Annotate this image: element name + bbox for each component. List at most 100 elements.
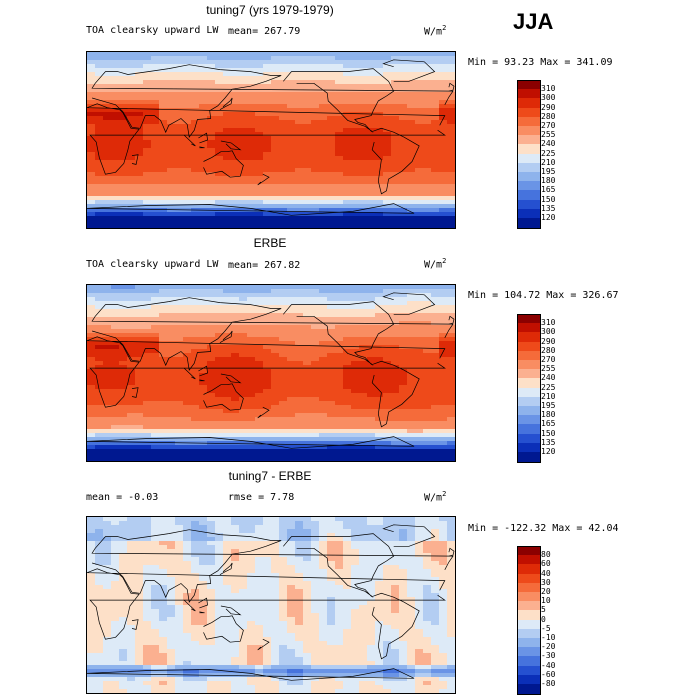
map-cell — [439, 297, 448, 302]
map-cell — [207, 124, 216, 129]
map-cell — [183, 285, 192, 290]
map-cell — [327, 417, 336, 422]
map-cell — [303, 116, 312, 121]
map-cell — [439, 124, 448, 129]
map-cell — [159, 425, 168, 430]
map-cell — [367, 333, 376, 338]
colorbar-swatch — [517, 442, 541, 453]
map-cell — [359, 68, 368, 73]
map-cell — [351, 301, 360, 306]
map-cell — [279, 152, 288, 157]
map-cell — [447, 313, 455, 318]
map-cell — [303, 309, 312, 314]
map-cell — [271, 112, 280, 117]
map-cell — [391, 581, 400, 586]
map-cell — [87, 361, 96, 366]
map-cell — [215, 313, 224, 318]
map-cell — [199, 313, 208, 318]
map-cell — [407, 204, 416, 209]
map-cell — [135, 433, 144, 438]
map-cell — [239, 200, 248, 205]
map-cell — [279, 84, 288, 89]
map-cell — [183, 453, 192, 458]
map-cell — [95, 188, 104, 193]
map-cell — [287, 88, 296, 93]
map-cell — [207, 457, 216, 461]
map-cell — [319, 309, 328, 314]
map-cell — [111, 365, 120, 370]
colorbar-tick-label: 270 — [541, 121, 556, 130]
map-cell — [143, 353, 152, 358]
map-cell — [191, 180, 200, 185]
map-cell — [391, 116, 400, 121]
map-cell — [407, 60, 416, 65]
map-cell — [151, 341, 160, 346]
map-cell — [215, 533, 224, 538]
map-cell — [447, 301, 455, 306]
map-cell — [199, 317, 208, 322]
map-cell — [167, 96, 176, 101]
map-cell — [143, 88, 152, 93]
map-cell — [287, 176, 296, 181]
map-cell — [287, 409, 296, 414]
map-cell — [263, 413, 272, 418]
map-cell — [111, 293, 120, 298]
map-cell — [367, 104, 376, 109]
coastline — [87, 103, 446, 175]
map-cell — [255, 92, 264, 97]
map-cell — [207, 413, 216, 418]
map-cell — [183, 457, 192, 461]
map-cell — [287, 521, 296, 526]
map-cell — [215, 325, 224, 330]
map-cell — [151, 457, 160, 461]
map-cell — [279, 421, 288, 426]
map-cell — [295, 361, 304, 366]
map-cell — [287, 297, 296, 302]
map-cell — [431, 545, 440, 550]
map-cell — [367, 373, 376, 378]
map-cell — [367, 585, 376, 590]
map-cell — [447, 76, 455, 81]
map-cell — [295, 433, 304, 438]
map-cell — [175, 581, 184, 586]
map-cell — [335, 204, 344, 209]
map-cell — [375, 385, 384, 390]
map-cell — [327, 164, 336, 169]
map-cell — [415, 585, 424, 590]
map-cell — [239, 325, 248, 330]
map-cell — [135, 425, 144, 430]
map-cell — [327, 112, 336, 117]
map-cell — [231, 337, 240, 342]
map-cell — [247, 321, 256, 326]
map-cell — [311, 285, 320, 290]
map-cell — [215, 84, 224, 89]
map-cell — [431, 353, 440, 358]
map-cell — [359, 285, 368, 290]
map-cell — [159, 409, 168, 414]
map-cell — [415, 289, 424, 294]
map-cell — [423, 224, 432, 228]
map-cell — [119, 413, 128, 418]
map-cell — [135, 88, 144, 93]
map-cell — [199, 453, 208, 458]
map-cell — [351, 64, 360, 69]
map-cell — [111, 545, 120, 550]
coastline — [199, 146, 205, 149]
map-cell — [303, 60, 312, 65]
map-cell — [87, 112, 96, 117]
map-cell — [279, 216, 288, 221]
map-cell — [103, 212, 112, 217]
map-cell — [383, 365, 392, 370]
map-cell — [151, 353, 160, 358]
map-cell — [175, 172, 184, 177]
map-cell — [159, 537, 168, 542]
map-cell — [335, 569, 344, 574]
map-cell — [271, 301, 280, 306]
map-cell — [215, 64, 224, 69]
map-cell — [375, 124, 384, 129]
map-cell — [231, 120, 240, 125]
map-cell — [239, 401, 248, 406]
map-cell — [95, 417, 104, 422]
colorbar-tick-label: 290 — [541, 102, 556, 112]
map-cell — [119, 369, 128, 374]
